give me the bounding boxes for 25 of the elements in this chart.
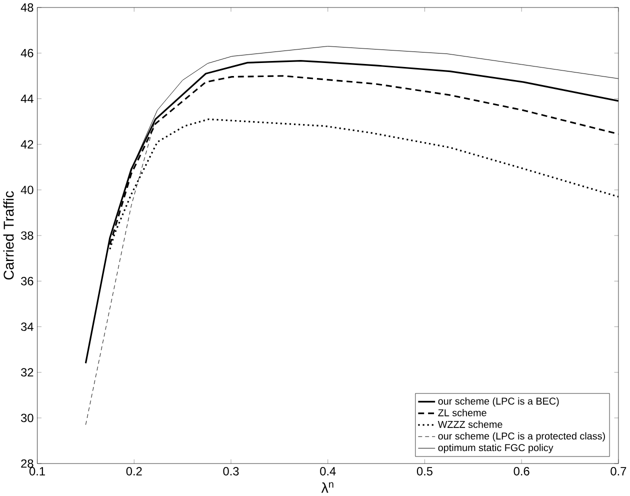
y-tick-label: 40 <box>20 186 34 194</box>
legend-label: WZZZ scheme <box>438 420 502 428</box>
legend-label: our scheme (LPC is a BEC) <box>438 397 559 407</box>
x-tick-label: 0.7 <box>610 467 626 476</box>
x-tick-label: 0.4 <box>320 467 336 476</box>
y-axis-title: Carried Traffic <box>3 191 14 280</box>
legend-label: optimum static FGC policy <box>438 444 554 454</box>
legend-label: our scheme (LPC is a protected class) <box>438 432 605 442</box>
y-tick-label: 44 <box>20 94 34 103</box>
y-tick-label: 28 <box>21 459 34 468</box>
y-tick-label: 48 <box>20 3 34 12</box>
x-tick-label: 0.1 <box>29 467 45 476</box>
y-tick-label: 46 <box>20 48 34 58</box>
x-axis-title: λ$^{n}$ <box>321 482 334 493</box>
y-tick-label: 42 <box>20 140 34 148</box>
y-tick-label: 38 <box>21 231 34 240</box>
x-tick-label: 0.5 <box>416 467 432 476</box>
legend-label: ZL scheme <box>438 409 486 416</box>
x-tick-label: 0.3 <box>223 467 239 476</box>
x-tick-label: 0.2 <box>126 467 142 476</box>
y-tick-label: 36 <box>21 276 34 286</box>
x-tick-label: 0.6 <box>514 467 530 476</box>
y-tick-label: 32 <box>21 368 34 377</box>
y-tick-label: 30 <box>21 414 34 422</box>
y-tick-label: 34 <box>21 322 34 331</box>
